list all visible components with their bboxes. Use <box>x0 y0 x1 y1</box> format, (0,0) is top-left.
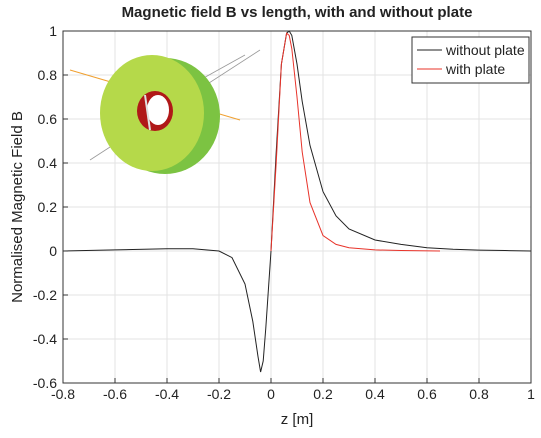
y-tick-label: -0.6 <box>33 375 57 391</box>
y-tick-label: 0.8 <box>38 67 58 83</box>
x-tick-label: 1 <box>527 386 535 402</box>
legend-label: without plate <box>445 42 525 58</box>
x-tick-label: 0.4 <box>365 386 385 402</box>
x-tick-label: 0.8 <box>469 386 489 402</box>
x-tick-label: 0.6 <box>417 386 437 402</box>
x-tick-label: -0.4 <box>155 386 179 402</box>
x-tick-label: -0.8 <box>51 386 75 402</box>
x-tick-label: 0 <box>267 386 275 402</box>
y-tick-label: -0.2 <box>33 287 57 303</box>
legend: without plate with plate <box>411 36 530 84</box>
labels: -0.8 -0.6 -0.4 -0.2 0 0.2 0.4 0.6 0.8 1-0.6-0.4-0… <box>33 23 535 402</box>
legend-label: with plate <box>445 61 505 77</box>
y-tick-label: -0.4 <box>33 331 57 347</box>
y-tick-label: 0 <box>49 243 57 259</box>
y-axis-label: Normalised Magnetic Field B <box>9 111 26 303</box>
x-tick-label: -0.2 <box>207 386 231 402</box>
chart-title: Magnetic field B vs length, with and wit… <box>122 4 473 21</box>
y-tick-label: 0.2 <box>38 199 58 215</box>
legend-box <box>411 36 530 84</box>
x-axis-label: z [m] <box>281 411 314 428</box>
inset-model-image <box>69 49 261 174</box>
lines <box>62 30 532 373</box>
y-tick-label: 0.4 <box>38 155 58 171</box>
x-tick-label: -0.6 <box>103 386 127 402</box>
y-tick-label: 0.6 <box>38 111 58 127</box>
series-line <box>270 32 441 252</box>
y-tick-label: 1 <box>49 23 57 39</box>
x-tick-label: 0.2 <box>313 386 333 402</box>
